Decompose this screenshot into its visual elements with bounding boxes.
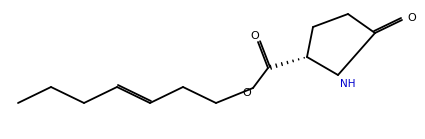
Text: O: O (407, 13, 416, 23)
Text: NH: NH (340, 79, 355, 89)
Text: O: O (243, 88, 251, 98)
Text: O: O (251, 31, 259, 41)
